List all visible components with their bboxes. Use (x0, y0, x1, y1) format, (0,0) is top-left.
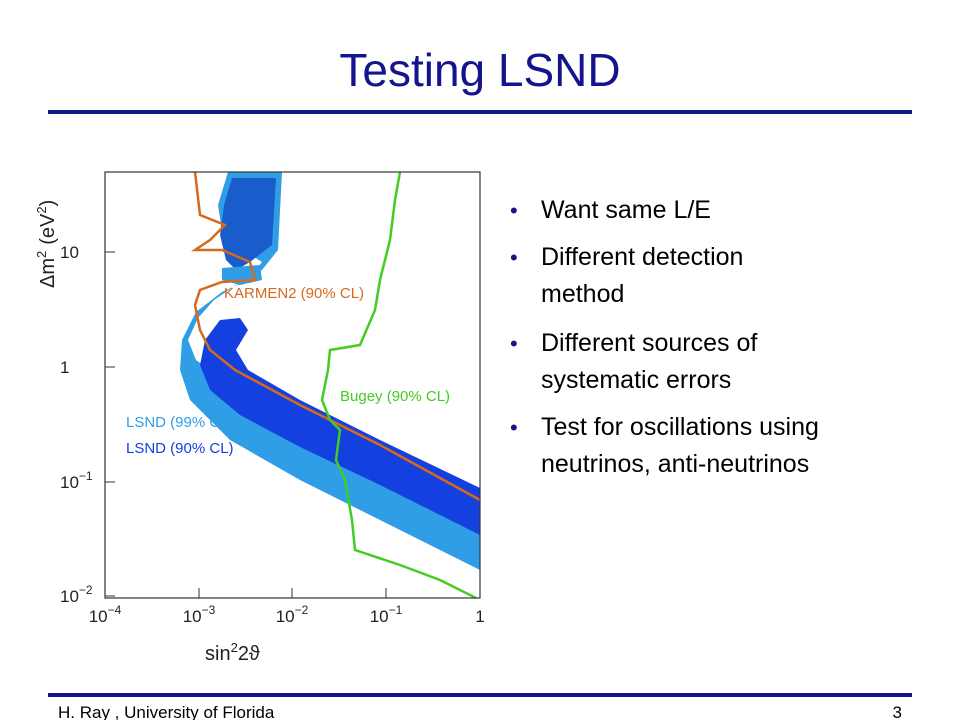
bullet-text: Want same L/E (541, 196, 711, 224)
tick-exp: −3 (202, 603, 216, 617)
tick-base: 10 (60, 473, 79, 492)
tick-label: 10−4 (89, 603, 122, 626)
tick-base: 10 (60, 587, 79, 606)
tick-label: 1 (475, 607, 484, 626)
tick-label: 1 (60, 358, 69, 377)
tick-base: 10 (89, 607, 108, 626)
tick-base: 10 (60, 243, 79, 262)
tick-base: 10 (370, 607, 389, 626)
tick-exp: −4 (108, 603, 122, 617)
bullet-dot: • (510, 331, 518, 356)
footer-rule (48, 693, 912, 697)
bugey-label: Bugey (90% CL) (340, 388, 450, 405)
tick-exp: −1 (389, 603, 403, 617)
tick-label: 10 (60, 243, 79, 262)
bullet-text: method (541, 280, 624, 308)
tick-base: 10 (276, 607, 295, 626)
bullet-dot: • (510, 198, 518, 223)
title-rule (48, 110, 912, 114)
slide-title: Testing LSND (339, 44, 620, 96)
bullet-dot: • (510, 415, 518, 440)
lsnd90-label: LSND (90% CL) (126, 440, 234, 457)
tick-exp: −2 (79, 583, 93, 597)
tick-label: 10−2 (276, 603, 309, 626)
bullet-text: systematic errors (541, 366, 731, 394)
bullet-dot: • (510, 245, 518, 270)
footer-page: 3 (893, 703, 902, 720)
tick-label: 10−1 (60, 469, 93, 492)
tick-base: 10 (183, 607, 202, 626)
karmen-curve (190, 171, 481, 502)
y-axis-label: Δm2(eV2) (34, 200, 59, 288)
lsnd-90-band (220, 178, 276, 270)
tick-exp: −2 (295, 603, 309, 617)
lsnd99-label: LSND (99% CL) (126, 414, 234, 431)
bullet-text: Different sources of (541, 329, 757, 357)
tick-label: 10−3 (183, 603, 216, 626)
bullet-text: neutrinos, anti-neutrinos (541, 450, 809, 478)
x-axis-label: sin22ϑ (205, 640, 260, 665)
tick-base: 1 (475, 607, 484, 626)
tick-exp: −1 (79, 469, 93, 483)
tick-label: 10−1 (370, 603, 403, 626)
tick-label: 10−2 (60, 583, 93, 606)
tick-base: 1 (60, 358, 69, 377)
footer-author: H. Ray , University of Florida (58, 703, 275, 720)
lsnd-90-band (200, 318, 480, 535)
bugey-curve (320, 171, 477, 600)
bullet-text: Test for oscillations using (541, 413, 819, 441)
bullet-text: Different detection (541, 243, 743, 271)
karmen-label: KARMEN2 (90% CL) (224, 285, 364, 302)
